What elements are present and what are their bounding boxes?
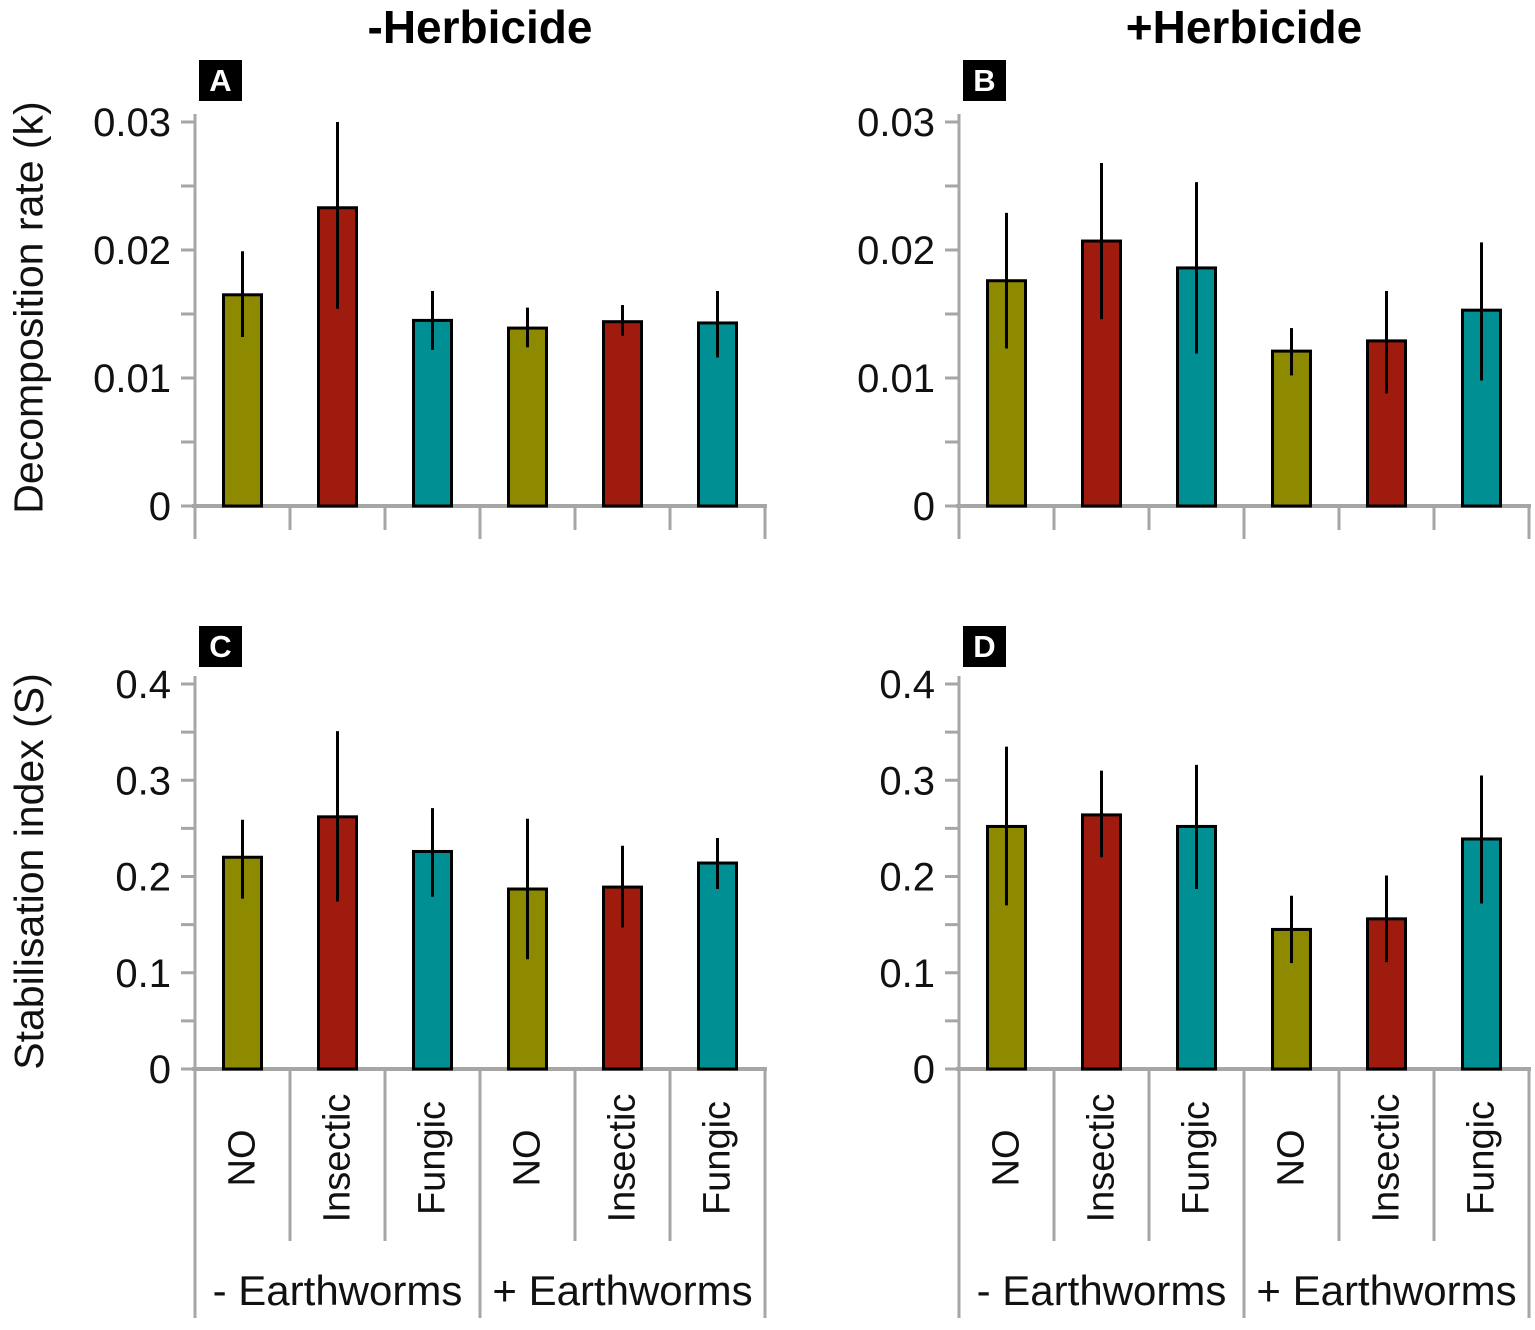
y-tick-label-C-0: 0	[149, 1048, 171, 1092]
column-title-left: -Herbicide	[367, 1, 593, 53]
y-tick-label-A-0.03: 0.03	[93, 101, 171, 145]
bar-C-4	[507, 887, 548, 1071]
category-label-C-2: Insectic	[317, 1094, 359, 1223]
group-label-D-1: - Earthworms	[977, 1267, 1227, 1314]
y-axis-title-top-row: Decomposition rate (k)	[0, 85, 58, 530]
y-tick-label-B-0: 0	[913, 485, 935, 529]
group-label-D-2: + Earthworms	[1256, 1267, 1516, 1314]
category-label-D-1: NO	[986, 1130, 1028, 1187]
y-tick-label-B-0.03: 0.03	[857, 101, 935, 145]
category-label-D-3: Fungic	[1176, 1101, 1218, 1215]
column-title-right: +Herbicide	[1125, 1, 1363, 53]
category-label-C-3: Fungic	[412, 1101, 454, 1215]
category-label-C-4: NO	[507, 1130, 549, 1187]
y-tick-label-D-0.3: 0.3	[879, 759, 935, 803]
category-label-C-1: NO	[222, 1130, 264, 1187]
y-tick-label-D-0.4: 0.4	[879, 663, 935, 707]
bar-A-4	[507, 326, 548, 508]
category-label-D-6: Fungic	[1461, 1101, 1503, 1215]
category-label-D-2: Insectic	[1081, 1094, 1123, 1223]
category-label-C-5: Insectic	[602, 1094, 644, 1223]
bar-C-6	[697, 861, 738, 1071]
category-label-C-6: Fungic	[697, 1101, 739, 1215]
y-axis-title-bottom-row: Stabilisation index (S)	[0, 648, 58, 1094]
category-label-D-5: Insectic	[1366, 1094, 1408, 1223]
y-tick-label-C-0.3: 0.3	[115, 759, 171, 803]
panel-badge-b: B	[963, 60, 1006, 101]
y-axis-title-top-row-text: Decomposition rate (k)	[5, 101, 52, 514]
bar-A-5	[602, 320, 643, 508]
y-tick-label-B-0.01: 0.01	[857, 357, 935, 401]
group-label-C-2: + Earthworms	[492, 1267, 752, 1314]
y-tick-label-A-0.01: 0.01	[93, 357, 171, 401]
y-tick-label-B-0.02: 0.02	[857, 229, 935, 273]
panel-badge-d: D	[963, 626, 1006, 667]
y-tick-label-C-0.1: 0.1	[115, 952, 171, 996]
y-tick-label-A-0.02: 0.02	[93, 229, 171, 273]
panel-badge-c: C	[199, 626, 242, 667]
y-tick-label-D-0: 0	[913, 1048, 935, 1092]
bar-D-1	[986, 824, 1027, 1071]
panel-badge-a: A	[199, 60, 242, 101]
y-tick-label-C-0.4: 0.4	[115, 663, 171, 707]
y-tick-label-D-0.1: 0.1	[879, 952, 935, 996]
y-tick-label-A-0: 0	[149, 485, 171, 529]
group-label-C-1: - Earthworms	[213, 1267, 463, 1314]
category-label-D-4: NO	[1271, 1130, 1313, 1187]
y-tick-label-C-0.2: 0.2	[115, 856, 171, 900]
y-tick-label-D-0.2: 0.2	[879, 856, 935, 900]
bar-A-3	[412, 318, 453, 508]
y-axis-title-bottom-row-text: Stabilisation index (S)	[5, 672, 52, 1070]
